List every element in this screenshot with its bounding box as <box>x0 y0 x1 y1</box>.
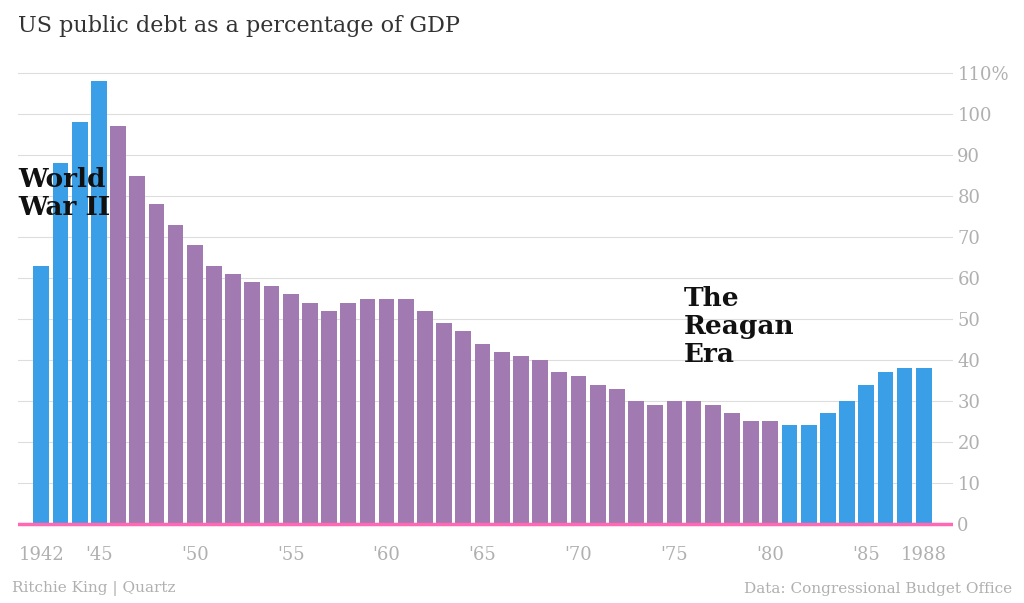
Bar <box>263 286 280 524</box>
Bar <box>72 122 88 524</box>
Bar <box>513 356 528 524</box>
Bar <box>570 376 587 524</box>
Bar <box>647 405 664 524</box>
Text: Data: Congressional Budget Office: Data: Congressional Budget Office <box>743 582 1012 596</box>
Bar <box>781 426 798 524</box>
Bar <box>743 421 759 524</box>
Bar <box>129 175 145 524</box>
Bar <box>839 401 855 524</box>
Bar <box>168 225 183 524</box>
Bar <box>494 352 510 524</box>
Bar <box>206 266 222 524</box>
Bar <box>858 385 874 524</box>
Bar <box>705 405 721 524</box>
Bar <box>245 282 260 524</box>
Bar <box>34 266 49 524</box>
Bar <box>667 401 682 524</box>
Text: The
Reagan
Era: The Reagan Era <box>684 286 795 367</box>
Bar <box>763 421 778 524</box>
Text: US public debt as a percentage of GDP: US public debt as a percentage of GDP <box>18 15 460 37</box>
Bar <box>590 385 605 524</box>
Text: Ritchie King | Quartz: Ritchie King | Quartz <box>12 581 176 596</box>
Bar <box>686 401 701 524</box>
Bar <box>436 323 452 524</box>
Bar <box>915 368 932 524</box>
Bar <box>225 274 241 524</box>
Bar <box>628 401 644 524</box>
Bar <box>417 311 433 524</box>
Bar <box>52 163 69 524</box>
Bar <box>379 298 394 524</box>
Text: World
War II: World War II <box>18 168 111 221</box>
Bar <box>359 298 376 524</box>
Bar <box>878 372 893 524</box>
Bar <box>340 303 356 524</box>
Bar <box>456 331 471 524</box>
Bar <box>111 127 126 524</box>
Bar <box>801 426 816 524</box>
Bar <box>91 81 106 524</box>
Bar <box>609 388 625 524</box>
Bar <box>322 311 337 524</box>
Bar <box>475 344 490 524</box>
Bar <box>283 294 299 524</box>
Bar <box>897 368 912 524</box>
Bar <box>398 298 414 524</box>
Bar <box>302 303 317 524</box>
Bar <box>551 372 567 524</box>
Bar <box>148 204 164 524</box>
Bar <box>532 360 548 524</box>
Bar <box>724 413 739 524</box>
Bar <box>820 413 836 524</box>
Bar <box>187 245 203 524</box>
